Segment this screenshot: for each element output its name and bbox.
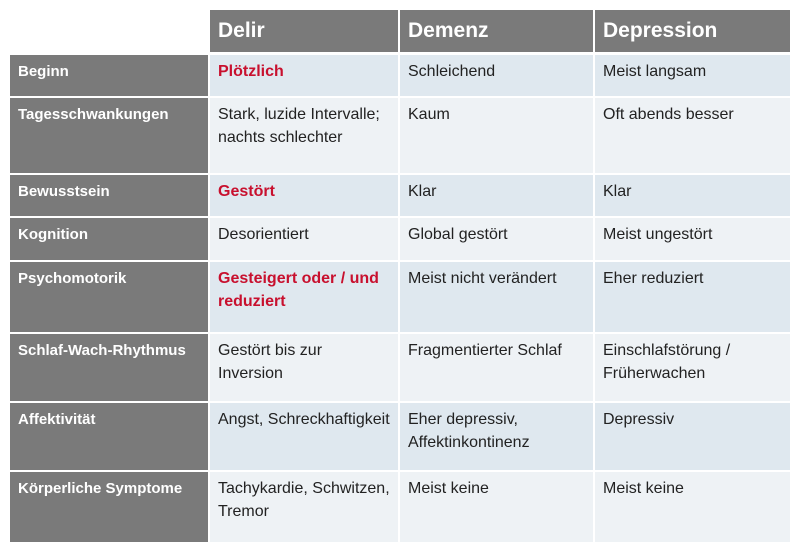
table-row: Tagesschwankungen Stark, luzide Interval… [10,98,790,173]
cell-depression: Klar [595,175,790,216]
cell-depression: Meist ungestört [595,218,790,260]
cell-delir: Plötzlich [210,55,398,96]
cell-depression: Oft abends besser [595,98,790,173]
header-empty-cell [10,10,208,52]
cell-depression: Meist keine [595,472,790,542]
cell-demenz: Meist keine [400,472,593,542]
table-row: Affektivität Angst, Schreckhaftigkeit Eh… [10,403,790,470]
row-label: Psychomotorik [10,262,208,332]
table-row: Beginn Plötzlich Schleichend Meist langs… [10,55,790,96]
table-row: Kognition Desorientiert Global gestört M… [10,218,790,260]
cell-delir: Stark, luzide Intervalle; nachts schlech… [210,98,398,173]
cell-depression: Einschlafstörung / Früherwachen [595,334,790,401]
cell-demenz: Meist nicht verändert [400,262,593,332]
cell-delir: Gesteigert oder / und reduziert [210,262,398,332]
cell-demenz: Eher depressiv, Affektinkontinenz [400,403,593,470]
cell-depression: Depressiv [595,403,790,470]
cell-delir: Tachykardie, Schwitzen, Tremor [210,472,398,542]
row-label: Affektivität [10,403,208,470]
cell-demenz: Fragmentierter Schlaf [400,334,593,401]
cell-demenz: Klar [400,175,593,216]
cell-demenz: Schleichend [400,55,593,96]
cell-depression: Meist langsam [595,55,790,96]
header-depression: Depression [595,10,790,52]
table-row: Schlaf-Wach-Rhythmus Gestört bis zur Inv… [10,334,790,401]
cell-delir: Gestört [210,175,398,216]
row-label: Kognition [10,218,208,260]
header-demenz: Demenz [400,10,593,52]
table-header-row: Delir Demenz Depression [10,10,790,52]
header-delir: Delir [210,10,398,52]
row-label: Körperliche Symptome [10,472,208,542]
row-label: Beginn [10,55,208,96]
cell-demenz: Kaum [400,98,593,173]
cell-depression: Eher reduziert [595,262,790,332]
table-row: Körperliche Symptome Tachykardie, Schwit… [10,472,790,542]
cell-delir: Gestört bis zur Inversion [210,334,398,401]
cell-delir: Desorientiert [210,218,398,260]
cell-demenz: Global gestört [400,218,593,260]
row-label: Schlaf-Wach-Rhythmus [10,334,208,401]
table-row: Bewusstsein Gestört Klar Klar [10,175,790,216]
cell-delir: Angst, Schreckhaftigkeit [210,403,398,470]
row-label: Tagesschwankungen [10,98,208,173]
row-label: Bewusstsein [10,175,208,216]
table-row: Psychomotorik Gesteigert oder / und redu… [10,262,790,332]
